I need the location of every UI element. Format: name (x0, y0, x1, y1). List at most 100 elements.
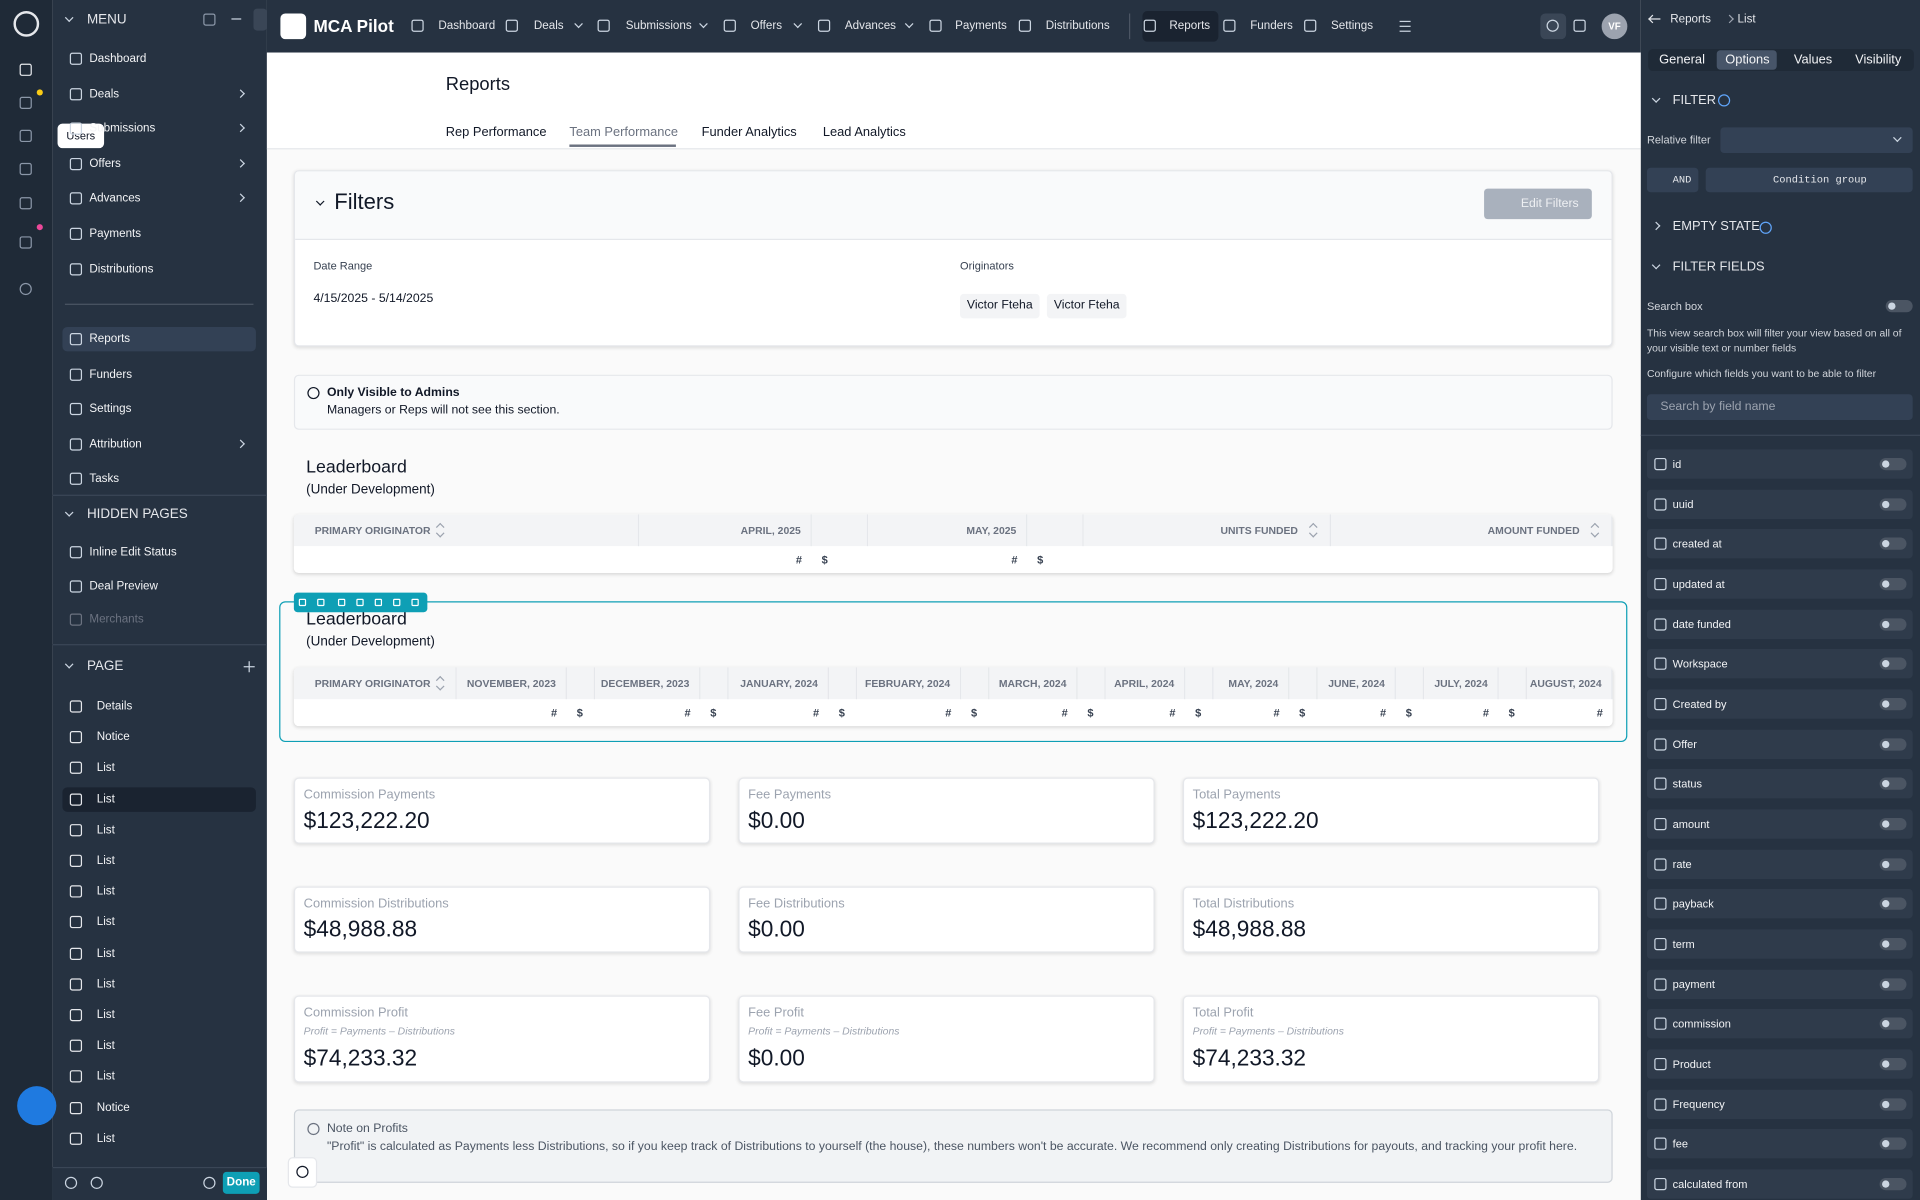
sidebar-item[interactable]: Attribution (89, 437, 142, 451)
toolbar-icon[interactable] (337, 598, 346, 607)
toggle[interactable] (1879, 1017, 1907, 1031)
nav-item[interactable]: Reports (1169, 18, 1211, 33)
search-input[interactable]: Search by field name (1646, 394, 1913, 420)
breadcrumb[interactable]: Reports (1670, 12, 1711, 27)
page-item[interactable]: List (96, 823, 115, 837)
toggle[interactable] (1879, 977, 1907, 991)
edit-filters-button[interactable]: Edit Filters (1484, 188, 1592, 220)
toggle[interactable] (1879, 1097, 1907, 1111)
page-item[interactable]: List (96, 1131, 115, 1146)
sidebar-item[interactable]: Deal Preview (89, 579, 158, 593)
theme-toggle[interactable] (287, 1157, 318, 1188)
sidebar-item[interactable]: Inline Edit Status (89, 545, 177, 559)
page-item[interactable]: Notice (96, 730, 130, 745)
icon (1654, 897, 1667, 911)
and-button[interactable]: AND (1646, 167, 1699, 193)
page-item[interactable]: List (96, 792, 115, 806)
toggle[interactable] (1879, 897, 1907, 911)
page-item[interactable]: List (96, 884, 115, 899)
page-item[interactable]: List (96, 761, 115, 775)
sidebar-item[interactable]: Dashboard (89, 52, 147, 66)
condition-button[interactable]: Condition group (1705, 167, 1913, 193)
toggle-knob (1882, 1100, 1890, 1108)
nav-item[interactable]: Submissions (625, 18, 692, 33)
toggle[interactable] (1879, 1137, 1907, 1151)
tab[interactable]: Rep Performance (445, 124, 547, 140)
sidebar-item[interactable]: Offers (89, 157, 121, 171)
nav-item[interactable]: Deals (533, 18, 564, 33)
page-item[interactable]: Details (96, 699, 133, 714)
toggle[interactable] (1879, 857, 1907, 871)
nav-item[interactable]: Distributions (1045, 18, 1110, 33)
toolbar-icon[interactable] (411, 598, 419, 607)
panel-tab[interactable]: Options (1725, 52, 1770, 68)
nav-item[interactable]: Payments (955, 18, 1007, 33)
nav-item[interactable]: Advances (844, 18, 897, 33)
toggle[interactable] (1879, 817, 1907, 831)
avatar[interactable]: VF (1601, 13, 1628, 40)
nav-item[interactable]: Funders (1250, 18, 1293, 33)
stat-value: $0.00 (748, 806, 805, 833)
toggle[interactable] (1879, 537, 1907, 551)
tab[interactable]: Funder Analytics (701, 124, 797, 140)
page-item[interactable]: List (96, 946, 115, 961)
toggle[interactable] (1879, 497, 1907, 511)
label: Date Range (313, 259, 373, 272)
sidebar-item[interactable]: Reports (89, 332, 131, 346)
page-item[interactable]: List (96, 1070, 115, 1084)
field-row (1646, 929, 1913, 959)
collapse-button[interactable] (253, 8, 267, 31)
toolbar-icon[interactable] (374, 598, 383, 607)
select[interactable] (1720, 127, 1913, 154)
page-item[interactable]: Notice (96, 1100, 130, 1115)
toggle[interactable] (1885, 300, 1913, 313)
toolbar-icon[interactable] (317, 598, 325, 607)
panel-tab[interactable]: Visibility (1855, 52, 1902, 68)
panel-tab[interactable]: Values (1793, 52, 1833, 68)
leaderboard-subtitle: (Under Development) (306, 634, 435, 649)
sidebar-item[interactable]: Funders (89, 367, 133, 381)
icon (19, 162, 32, 176)
toggle[interactable] (1879, 657, 1907, 671)
icon (1546, 19, 1559, 32)
toggle[interactable] (1879, 737, 1907, 751)
toggle[interactable] (1879, 577, 1907, 591)
toolbar-icon[interactable] (393, 598, 401, 607)
sidebar-item[interactable]: Merchants (89, 612, 144, 627)
toolbar-icon[interactable] (356, 598, 364, 607)
toggle[interactable] (1879, 1177, 1907, 1191)
page-item[interactable]: List (96, 1008, 115, 1022)
done-button[interactable]: Done (222, 1171, 260, 1194)
nav-item[interactable]: Settings (1331, 18, 1374, 33)
sidebar-item[interactable]: Advances (89, 192, 141, 206)
page-item[interactable]: List (96, 915, 115, 930)
nav-item[interactable]: Dashboard (438, 18, 496, 33)
toggle-knob (1882, 1060, 1890, 1068)
icon (296, 1165, 309, 1178)
toggle[interactable] (1879, 937, 1907, 951)
sidebar-item[interactable]: Submissions (89, 122, 156, 136)
column-header: APRIL, 2025 (639, 514, 812, 547)
tab[interactable]: Team Performance (569, 124, 679, 140)
sidebar-item[interactable]: Distributions (89, 262, 154, 276)
sidebar-item[interactable]: Settings (89, 402, 132, 416)
toggle[interactable] (1879, 1057, 1907, 1071)
page-item[interactable]: List (96, 854, 115, 868)
tab[interactable]: Lead Analytics (822, 124, 906, 140)
toggle[interactable] (1879, 777, 1907, 791)
panel-tab[interactable]: General (1659, 52, 1705, 68)
toggle[interactable] (1879, 617, 1907, 631)
chat-button[interactable] (17, 1086, 57, 1126)
page-item[interactable]: List (96, 977, 115, 991)
sidebar-item[interactable]: Deals (89, 87, 120, 101)
page-item[interactable]: List (96, 1039, 115, 1053)
toggle-knob (1882, 460, 1890, 468)
icon-rail (0, 0, 53, 1200)
sidebar-item[interactable]: Tasks (89, 472, 120, 486)
sidebar-item[interactable]: Payments (89, 227, 142, 241)
toolbar-icon[interactable] (298, 598, 307, 607)
toggle[interactable] (1879, 457, 1907, 471)
toggle[interactable] (1879, 697, 1907, 711)
nav-item[interactable]: Offers (750, 18, 783, 33)
field-name: updated at (1672, 577, 1725, 591)
